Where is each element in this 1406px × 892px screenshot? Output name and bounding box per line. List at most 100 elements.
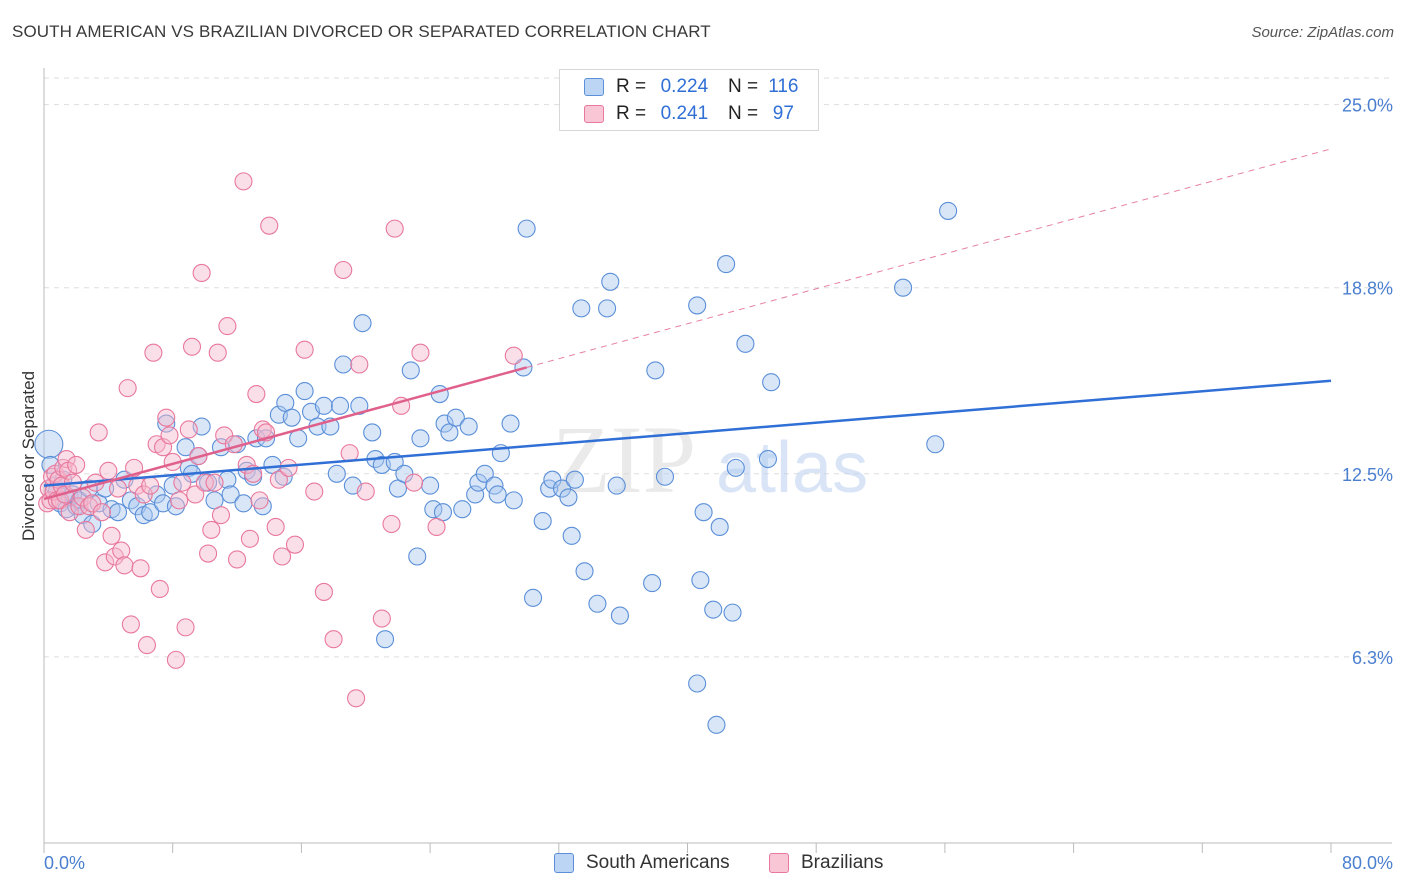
point-brazilians [112, 541, 131, 560]
point-brazilians [385, 219, 404, 238]
legend-n-label: N = [727, 103, 759, 124]
point-south-americans [736, 334, 755, 353]
bottom-legend-label: South Americans [586, 852, 730, 873]
point-brazilians [60, 503, 79, 522]
point-brazilians [108, 479, 128, 498]
point-brazilians [205, 473, 224, 492]
point-south-americans [147, 485, 166, 504]
point-south-americans [572, 299, 591, 318]
point-brazilians [504, 346, 523, 365]
point-south-americans [552, 479, 572, 498]
point-south-americans [533, 512, 552, 531]
chart-title: SOUTH AMERICAN VS BRAZILIAN DIVORCED OR … [12, 22, 711, 41]
point-south-americans [475, 464, 494, 483]
tick-labels: 6.3% 12.5% 18.8% 25.0% 0.0% 80.0% [44, 96, 1393, 873]
point-south-americans [166, 497, 185, 516]
bottom-legend-south-americans: South Americans [554, 852, 730, 874]
point-brazilians [211, 506, 231, 525]
point-south-americans [466, 485, 485, 504]
point-brazilians [195, 473, 214, 492]
trend-line-brazilians-dashed [526, 148, 1332, 368]
point-brazilians [314, 582, 333, 601]
point-south-americans [108, 503, 128, 522]
point-south-americans [726, 458, 745, 477]
trend-line-south-americans [43, 379, 1332, 487]
point-brazilians [404, 473, 424, 492]
y-tick-label: 25.0% [1342, 96, 1393, 116]
point-south-americans [157, 414, 176, 433]
point-brazilians [372, 609, 391, 628]
point-brazilians [89, 423, 108, 442]
legend: R = 0.224 N = 116 R = 0.241 N = 97 [559, 69, 819, 131]
bottom-legend-label: Brazilians [801, 852, 884, 873]
x-tick-label-max: 80.0% [1342, 853, 1393, 873]
point-south-americans [723, 603, 742, 622]
point-south-americans [588, 594, 607, 613]
point-brazilians [218, 317, 237, 336]
point-brazilians [228, 550, 247, 569]
point-brazilians [279, 458, 298, 477]
point-brazilians [115, 556, 134, 575]
series-brazilians [38, 172, 523, 708]
point-brazilians [250, 491, 269, 510]
point-brazilians [247, 384, 266, 404]
point-brazilians [202, 520, 221, 539]
point-south-americans [363, 423, 382, 442]
point-brazilians [67, 455, 86, 474]
point-south-americans [707, 715, 726, 734]
legend-n-value: 97 [772, 103, 794, 124]
point-south-americans [314, 396, 333, 415]
point-brazilians [324, 630, 343, 649]
point-brazilians [176, 618, 195, 637]
point-brazilians [102, 526, 121, 545]
point-south-americans [565, 470, 584, 489]
point-brazilians [260, 216, 279, 235]
bottom-legend-brazilians: Brazilians [769, 852, 883, 874]
trend-line-brazilians [43, 366, 527, 501]
point-brazilians [186, 485, 205, 504]
y-axis-label: Divorced or Separated [19, 371, 38, 541]
point-brazilians [305, 482, 324, 501]
point-south-americans [408, 547, 427, 566]
axes [43, 68, 1392, 853]
point-brazilians [273, 547, 292, 566]
point-brazilians [150, 579, 169, 599]
point-brazilians [334, 260, 353, 280]
point-south-americans [894, 278, 913, 297]
legend-r-label: R = [616, 103, 647, 124]
point-brazilians [118, 379, 137, 398]
point-brazilians [350, 355, 369, 374]
point-brazilians [411, 343, 430, 362]
point-south-americans [688, 296, 707, 315]
bottom-swatch-blue [554, 853, 574, 873]
legend-r-value: 0.241 [660, 103, 709, 124]
point-brazilians [382, 514, 401, 534]
point-brazilians [269, 470, 288, 489]
point-south-americans [330, 396, 350, 415]
point-brazilians [166, 650, 185, 669]
point-south-americans [327, 464, 346, 483]
point-south-americans [643, 574, 662, 593]
legend-n-label: N = [727, 76, 759, 97]
point-brazilians [224, 435, 243, 454]
point-south-americans [517, 219, 536, 238]
legend-n-value: 116 [768, 76, 799, 97]
point-south-americans [282, 408, 301, 427]
point-brazilians [356, 482, 375, 501]
point-south-americans [691, 571, 710, 590]
point-brazilians [92, 503, 111, 522]
point-brazilians [137, 636, 157, 655]
point-south-americans [601, 272, 620, 291]
trend-lines [43, 148, 1332, 501]
point-brazilians [141, 476, 160, 495]
point-south-americans [274, 467, 293, 486]
point-brazilians [76, 520, 95, 539]
point-south-americans [610, 606, 629, 625]
point-brazilians [347, 689, 366, 708]
point-south-americans [446, 408, 465, 427]
point-south-americans [559, 488, 578, 507]
point-south-americans [694, 503, 713, 522]
legend-row-south-americans: R = 0.224 N = 116 [584, 74, 803, 100]
point-south-americans [504, 491, 523, 510]
point-brazilians [182, 337, 202, 356]
